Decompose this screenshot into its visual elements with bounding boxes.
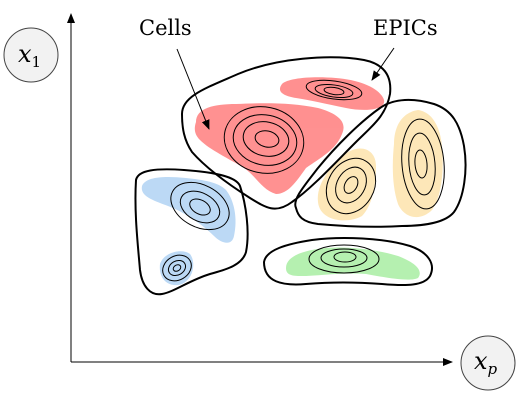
outline-red-region <box>180 56 392 210</box>
svg-text:xp: xp <box>474 347 498 378</box>
cells-label: Cells <box>139 16 192 40</box>
vertical-axis-label: x1 <box>3 27 59 83</box>
epics-pointer-arrow <box>371 47 395 81</box>
outline-green-region <box>262 237 433 286</box>
yellow-contours <box>325 118 445 215</box>
svg-text:x1: x1 <box>18 40 41 71</box>
green-contours <box>308 244 380 274</box>
horizontal-axis-label: xp <box>460 335 516 391</box>
green-region <box>286 247 420 280</box>
blue-region <box>141 176 236 286</box>
outline-blue-region <box>134 168 249 296</box>
cells-pointer-arrow <box>176 48 210 130</box>
outline-yellow-region <box>294 98 467 228</box>
epics-label: EPICs <box>373 16 438 40</box>
red-contours <box>223 79 363 174</box>
blue-contours <box>162 181 230 282</box>
